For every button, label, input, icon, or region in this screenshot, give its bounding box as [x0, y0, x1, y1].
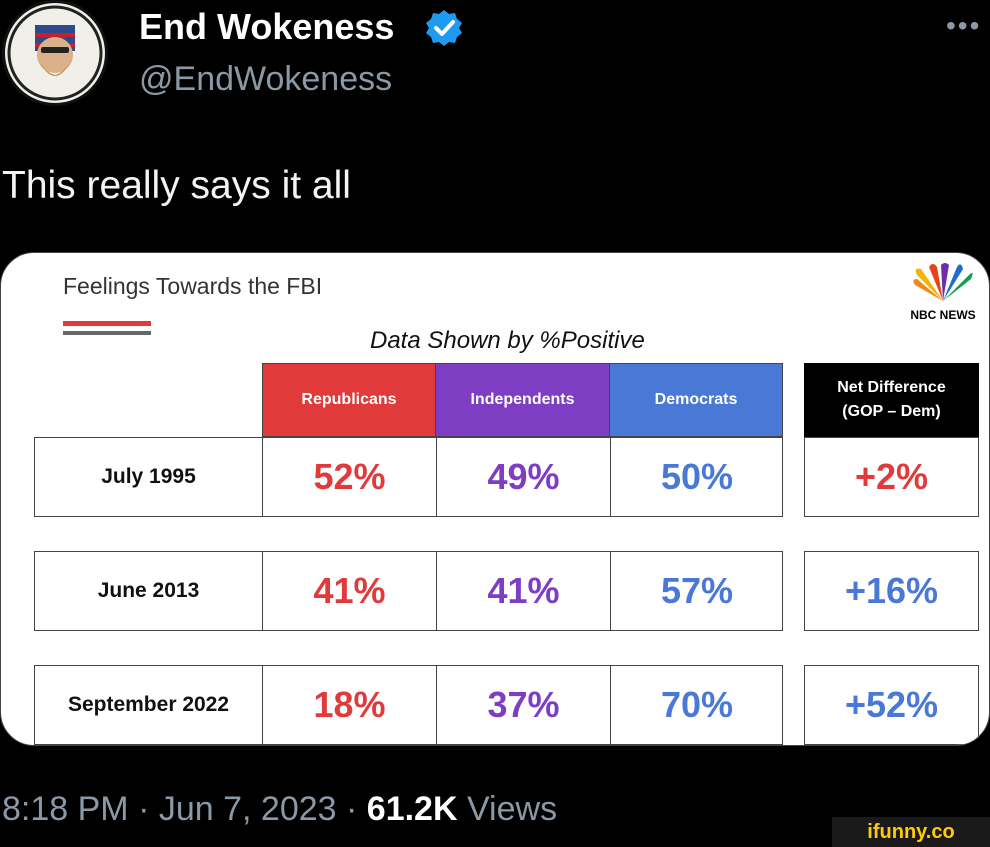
cell-democrats: 50% [610, 438, 783, 516]
tweet-text: This really says it all [2, 164, 351, 207]
author-handle[interactable]: @EndWokeness [139, 60, 393, 98]
meta-separator: · [138, 790, 150, 828]
table-row: September 2022 18% 37% 70% [34, 665, 783, 745]
table-row: June 2013 41% 41% 57% [34, 551, 783, 631]
title-underline-red [63, 321, 151, 326]
nbc-news-wordmark: NBC NEWS [910, 308, 976, 322]
net-cell-box: +16% [804, 551, 979, 631]
views-count: 61.2K [366, 790, 458, 828]
cell-net: +52% [844, 684, 939, 725]
net-cell-box: +2% [804, 437, 979, 517]
net-cell-box: +52% [804, 665, 979, 745]
cell-democrats: 57% [610, 552, 783, 630]
tweet-meta: 8:18 PM · Jun 7, 2023 · 61.2K Views [2, 790, 557, 829]
header-net-difference: Net Difference (GOP – Dem) [804, 363, 979, 437]
ifunny-watermark: ifunny.co [832, 817, 990, 847]
row-label: July 1995 [101, 465, 196, 488]
net-header-line2: (GOP – Dem) [842, 403, 941, 420]
peacock-icon [913, 263, 973, 301]
cell-republicans: 18% [262, 666, 436, 744]
net-header-line1: Net Difference [837, 379, 946, 396]
cell-independents: 37% [436, 666, 610, 744]
avatar[interactable] [2, 0, 108, 106]
row-label: September 2022 [67, 693, 230, 716]
cell-independents: 41% [436, 552, 610, 630]
views-label: Views [466, 790, 558, 828]
header-republicans: Republicans [262, 363, 436, 437]
cell-net: +2% [854, 456, 929, 497]
cell-independents: 49% [436, 438, 610, 516]
meta-separator: · [346, 790, 358, 828]
verified-badge-icon [426, 10, 462, 46]
chart-title: Feelings Towards the FBI [63, 273, 323, 299]
tweet-time[interactable]: 8:18 PM [2, 790, 129, 828]
cell-democrats: 70% [610, 666, 783, 744]
avatar-image [7, 5, 103, 101]
nbc-news-logo: NBC NEWS [903, 261, 983, 323]
header-democrats: Democrats [609, 363, 783, 437]
tweet-date[interactable]: Jun 7, 2023 [158, 790, 337, 828]
chart-subtitle: Data Shown by %Positive [370, 327, 645, 354]
cell-republicans: 41% [262, 552, 436, 630]
table-row: July 1995 52% 49% 50% [34, 437, 783, 517]
row-label: June 2013 [97, 579, 200, 602]
author-name[interactable]: End Wokeness [139, 6, 395, 47]
title-underline-gray [63, 331, 151, 335]
header-independents: Independents [435, 363, 610, 437]
tweet-media-image[interactable]: Feelings Towards the FBI NBC NEWS Data S… [0, 252, 990, 746]
more-options-icon[interactable]: ••• [946, 10, 982, 41]
cell-net: +16% [844, 570, 939, 611]
cell-republicans: 52% [262, 438, 436, 516]
